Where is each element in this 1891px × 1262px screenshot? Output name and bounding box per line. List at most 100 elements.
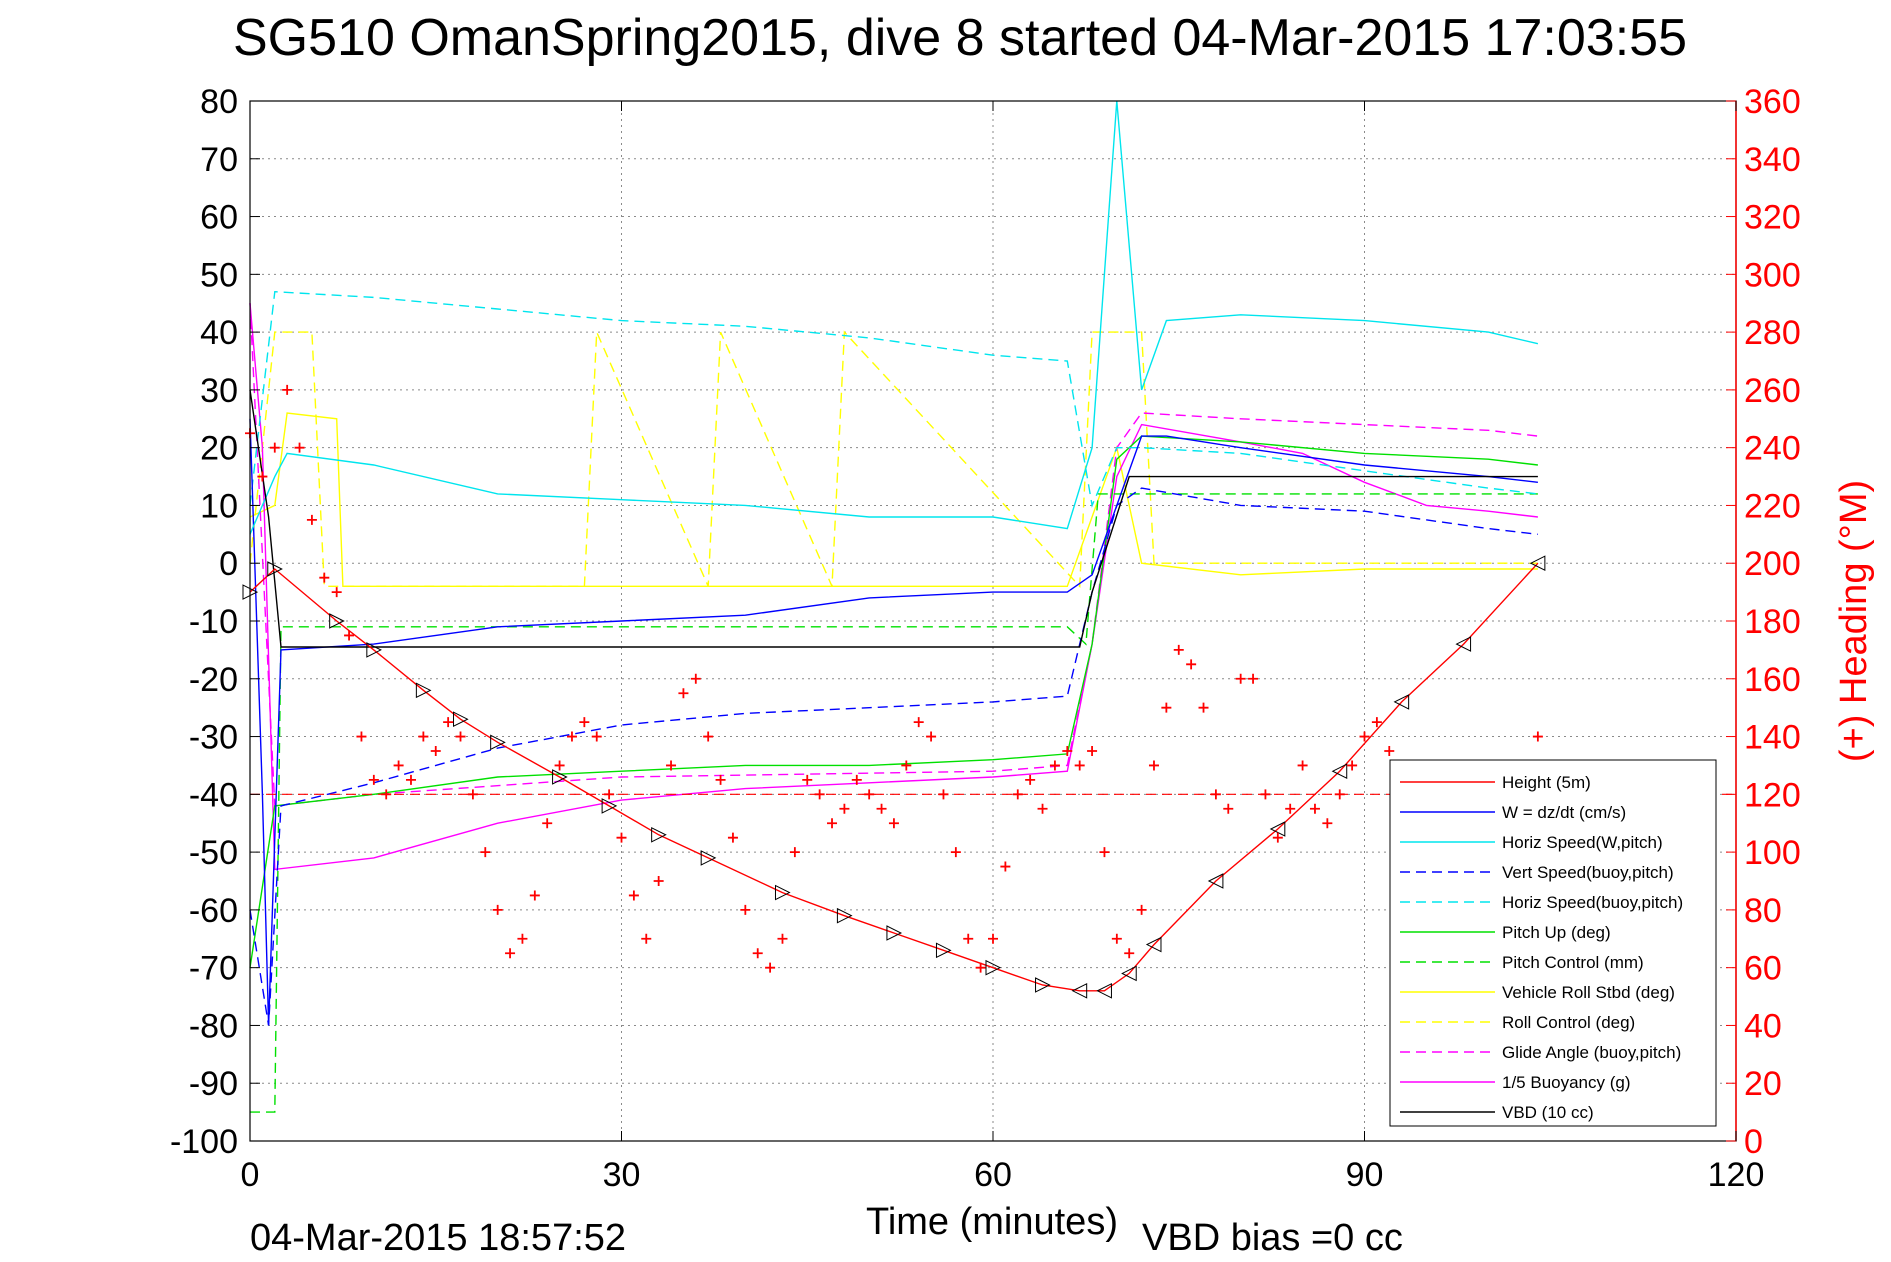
series-2 (249, 100, 1539, 535)
height-marker (366, 642, 382, 658)
x-tick-label: 60 (974, 1156, 1012, 1194)
height-marker (267, 561, 283, 577)
series-line (249, 562, 1539, 992)
y-tick-label: -50 (189, 834, 238, 872)
heading-marker (1186, 659, 1197, 670)
footer-date: 04-Mar-2015 18:57:52 (250, 1217, 626, 1259)
y-tick-label: 80 (200, 83, 238, 121)
series-5 (249, 435, 1538, 968)
heading-marker (628, 890, 639, 901)
legend-item-label: Horiz Speed(W,pitch) (1502, 833, 1663, 852)
series-6 (250, 493, 1538, 1113)
series-12 (245, 384, 1736, 973)
height-marker (774, 884, 791, 901)
height-marker (1455, 636, 1472, 652)
y-tick-label: 40 (200, 314, 238, 352)
heading-marker (1359, 731, 1370, 742)
y2-tick-label: 100 (1744, 834, 1801, 872)
series-4 (249, 290, 1538, 508)
heading-marker (740, 904, 751, 915)
legend-item-label: Height (5m) (1502, 773, 1591, 792)
heading-marker (1148, 760, 1159, 771)
height-marker (985, 959, 1002, 976)
heading-marker (1037, 803, 1048, 814)
height-marker (415, 682, 432, 699)
series-0 (242, 555, 1546, 999)
height-marker (329, 613, 345, 629)
series-10 (249, 303, 1538, 871)
y-tick-label: -60 (189, 892, 238, 930)
heading-marker (393, 760, 404, 771)
y2-tick-label: 80 (1744, 892, 1782, 930)
heading-marker (752, 948, 763, 959)
y-tick-label: -20 (189, 661, 238, 699)
y-tick-label: -40 (189, 776, 238, 814)
heading-marker (1272, 832, 1283, 843)
right-axis-label: (+) Heading (°M) (1833, 480, 1875, 762)
heading-marker (1371, 717, 1382, 728)
x-axis: 0 30 60 90 120 (241, 101, 1764, 1194)
heading-marker (1248, 673, 1259, 684)
height-marker (836, 907, 853, 924)
y-tick-label: -100 (170, 1123, 238, 1161)
heading-marker (306, 514, 317, 525)
heading-marker (1111, 933, 1122, 944)
heading-marker (1322, 818, 1333, 829)
x-axis-label: Time (minutes) (866, 1201, 1118, 1243)
heading-marker (616, 832, 627, 843)
series-line (250, 493, 1538, 1113)
y-tick-label: 50 (200, 256, 238, 294)
y2-tick-label: 260 (1744, 372, 1801, 410)
heading-marker (282, 384, 293, 395)
y2-tick-label: 200 (1744, 545, 1801, 583)
height-marker (1207, 873, 1224, 889)
height-marker (1145, 936, 1162, 953)
heading-marker (1297, 760, 1308, 771)
y2-tick-label: 60 (1744, 950, 1782, 988)
heading-marker (529, 890, 540, 901)
heading-marker (839, 803, 850, 814)
heading-marker (1384, 746, 1395, 756)
y-tick-label: 20 (200, 430, 238, 468)
chart-title: SG510 OmanSpring2015, dive 8 started 04-… (233, 9, 1687, 67)
heading-marker (1049, 760, 1060, 771)
heading-marker (517, 933, 528, 944)
series-line (249, 412, 1538, 587)
heading-marker (1124, 948, 1135, 959)
heading-marker (1161, 702, 1172, 713)
heading-marker (827, 818, 838, 829)
heading-marker (1074, 760, 1085, 771)
heading-marker (789, 847, 800, 858)
heading-marker (901, 760, 912, 771)
heading-marker (975, 962, 986, 973)
series-line (249, 303, 1538, 807)
series-line (249, 389, 1538, 648)
height-marker (490, 734, 506, 751)
series-line (249, 303, 1538, 871)
heading-marker (703, 731, 714, 742)
height-marker (1269, 821, 1286, 837)
height-marker (1096, 982, 1112, 999)
heading-marker (851, 774, 862, 785)
series-line (249, 330, 1538, 588)
heading-marker (888, 818, 899, 829)
heading-marker (876, 803, 887, 814)
y2-tick-label: 240 (1744, 430, 1801, 468)
height-marker (1035, 977, 1051, 993)
y-tick-label: 0 (219, 545, 238, 583)
y2-tick-label: 0 (1744, 1123, 1763, 1161)
x-tick-label: 90 (1346, 1156, 1384, 1194)
height-marker (935, 942, 952, 959)
legend-item-label: Horiz Speed(buoy,pitch) (1502, 893, 1683, 912)
heading-marker (1347, 760, 1358, 771)
y-tick-label: -70 (189, 950, 238, 988)
y2-tick-label: 280 (1744, 314, 1801, 352)
heading-marker (1062, 746, 1073, 756)
heading-marker (715, 774, 726, 785)
heading-marker (257, 471, 268, 482)
heading-marker (356, 731, 367, 742)
heading-marker (926, 731, 937, 742)
series-layer (242, 100, 1736, 1113)
x-tick-label: 0 (241, 1156, 260, 1194)
heading-marker (319, 572, 330, 583)
